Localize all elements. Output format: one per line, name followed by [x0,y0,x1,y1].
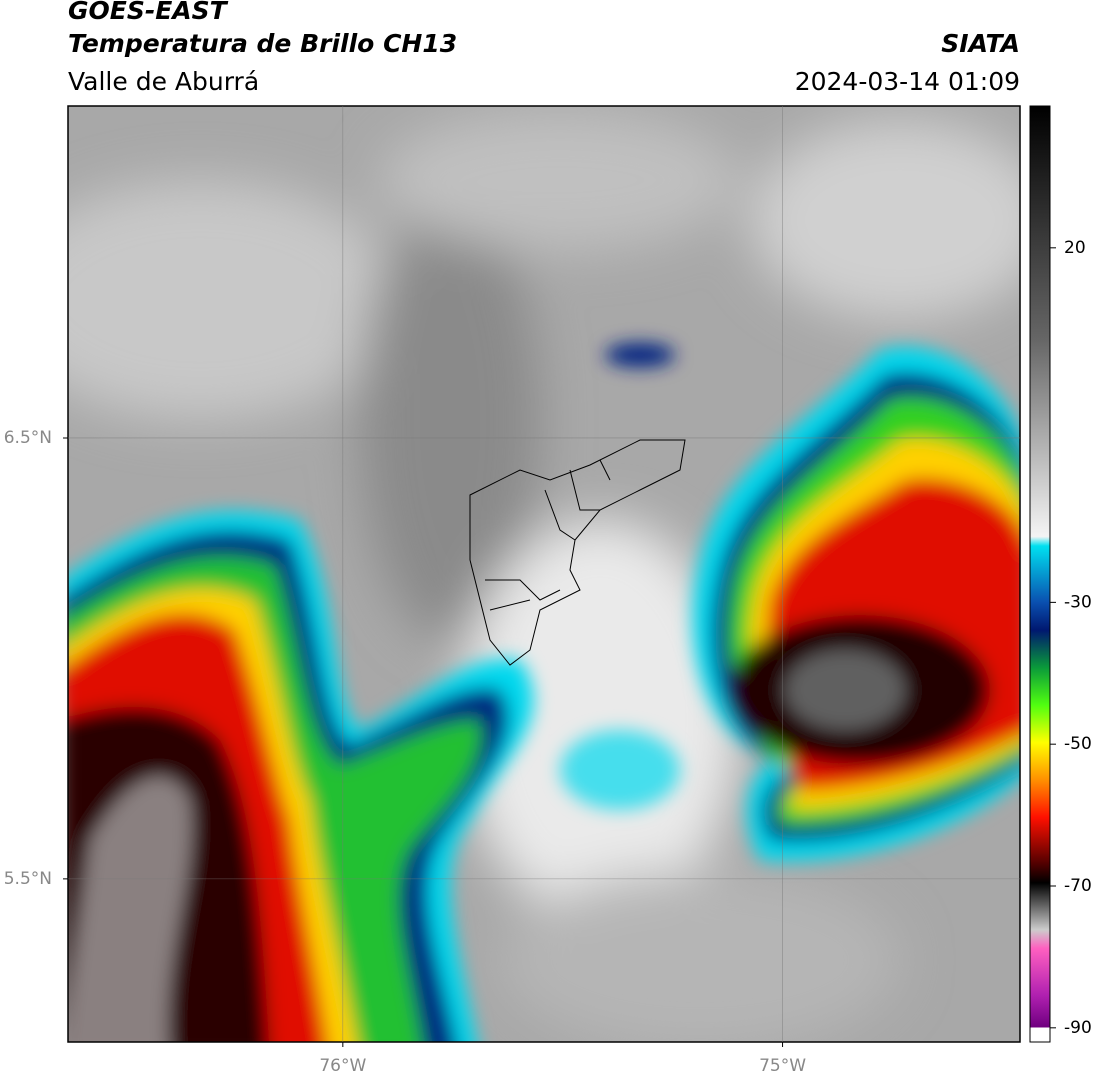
municipal-boundaries [469,439,686,666]
colorbar-tick-label: -90 [1064,1018,1092,1038]
colorbar-tick-label: -30 [1064,592,1092,612]
x-tick-label: 75°W [759,1056,806,1076]
y-tick-label: 6.5°N [4,428,52,448]
subtitle: Temperatura de Brillo CH13 [68,29,457,58]
datetime: 2024-03-14 01:09 [795,67,1020,96]
y-tick-label: 5.5°N [4,869,52,889]
colorbar [1029,105,1051,1043]
colorbar-tick-label: -70 [1064,876,1092,896]
region: Valle de Aburrá [68,67,259,96]
colorbar-tick-label: -50 [1064,734,1092,754]
title: GOES-EAST [68,0,229,25]
colorbar-tick-label: 20 [1064,238,1086,258]
satellite-image [68,106,1020,1042]
x-tick-label: 76°W [319,1056,366,1076]
source: SIATA [941,29,1020,58]
map-frame [67,105,1021,1043]
